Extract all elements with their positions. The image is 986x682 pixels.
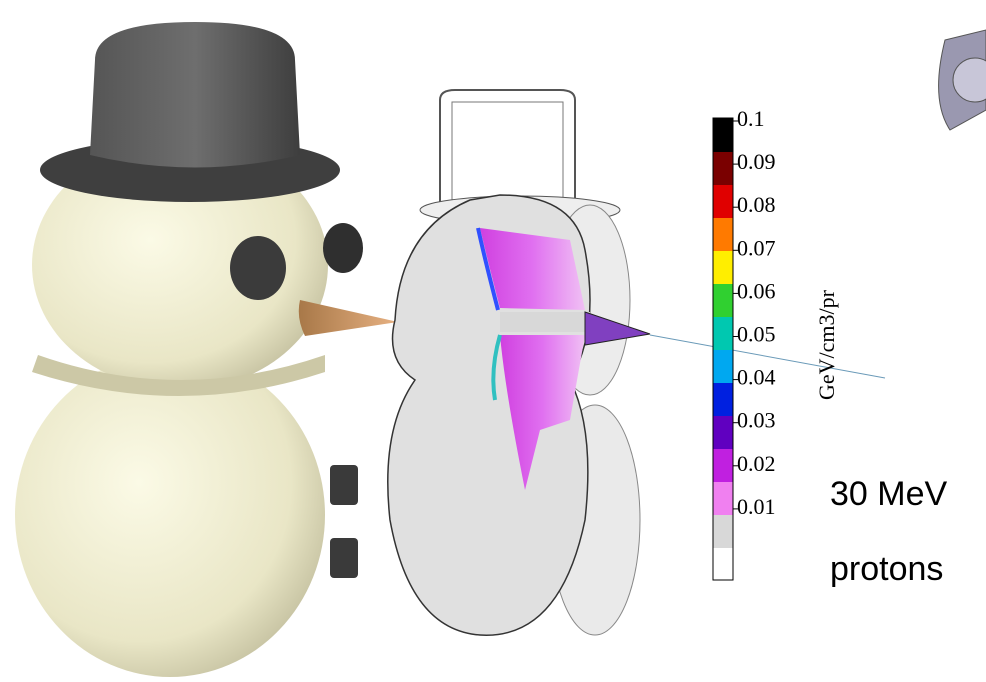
snowman-section: [388, 90, 885, 635]
colorbar: [713, 118, 733, 580]
colorbar-tick-label: 0.06: [737, 278, 776, 303]
colorbar-label: GeV/cm3/pr: [814, 289, 839, 400]
device: [939, 30, 986, 130]
slide: GeV/cm3/pr 30 MeV protons 0.1 0.09 0.08 0.0…: [0, 0, 986, 682]
colorbar-tick-label: 0.05: [737, 322, 776, 347]
colorbar-tick-label: 0.03: [737, 408, 776, 433]
colorbar-tick-label: 0.08: [737, 192, 776, 217]
colorbar-tick-label: 0.02: [737, 451, 776, 476]
colorbar-tick-label: 0.04: [737, 365, 776, 390]
snowman-3d: [15, 22, 398, 677]
colorbar-tick-label: 0.01: [737, 494, 776, 519]
annotation: protons: [830, 550, 943, 588]
colorbar-tick-label: 0.07: [737, 235, 776, 260]
colorbar-tick-label: 0.1: [737, 106, 765, 131]
colorbar-tick-label: 0.09: [737, 149, 776, 174]
annotation: 30 MeV: [830, 475, 947, 513]
figure: GeV/cm3/pr 30 MeV protons 0.1 0.09 0.08 0.0…: [0, 0, 986, 682]
